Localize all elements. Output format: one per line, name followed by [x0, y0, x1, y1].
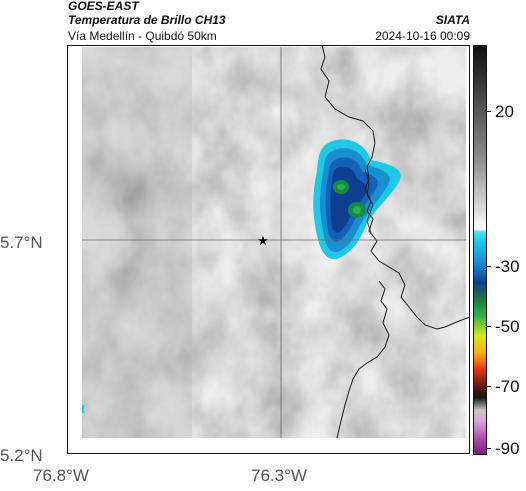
lon-label-76-3: 76.3°W: [251, 466, 307, 485]
colorbar-label-minus-70: -70: [495, 377, 520, 396]
region-subtitle: Vía Medellín - Quibdó 50km: [68, 29, 217, 43]
location-star-icon[interactable]: ★: [257, 234, 269, 249]
colorbar-label-20: 20: [495, 102, 514, 121]
satellite-map[interactable]: ★: [67, 45, 470, 454]
colorbar-label-minus-30: -30: [495, 257, 520, 276]
organization-label: SIATA: [435, 13, 470, 27]
cyan-speck: [82, 405, 84, 413]
timestamp: 2024-10-16 00:09: [375, 29, 470, 43]
lat-label-5-7: 5.7°N: [0, 233, 43, 252]
border-line-east: [320, 45, 470, 330]
temperature-colorbar: [473, 45, 487, 455]
map-canvas[interactable]: ★: [67, 45, 470, 454]
colorbar-tick: [487, 326, 491, 327]
colorbar-tick: [487, 266, 491, 267]
border-line-south: [336, 280, 390, 439]
colorbar-label-minus-90: -90: [495, 439, 520, 458]
colorbar-label-minus-50: -50: [495, 317, 520, 336]
lat-label-5-2: 5.2°N: [0, 446, 43, 465]
colorbar-tick: [487, 386, 491, 387]
product-title: Temperatura de Brillo CH13: [68, 13, 226, 27]
western-bright-band: [82, 47, 192, 438]
convective-cloud: [313, 139, 401, 260]
map-frame: [67, 45, 470, 454]
satellite-name: GOES-EAST: [68, 0, 139, 13]
river-line: [364, 168, 374, 234]
lon-label-76-8: 76.8°W: [33, 466, 89, 485]
colorbar-tick: [487, 448, 491, 449]
colorbar-tick: [487, 111, 491, 112]
